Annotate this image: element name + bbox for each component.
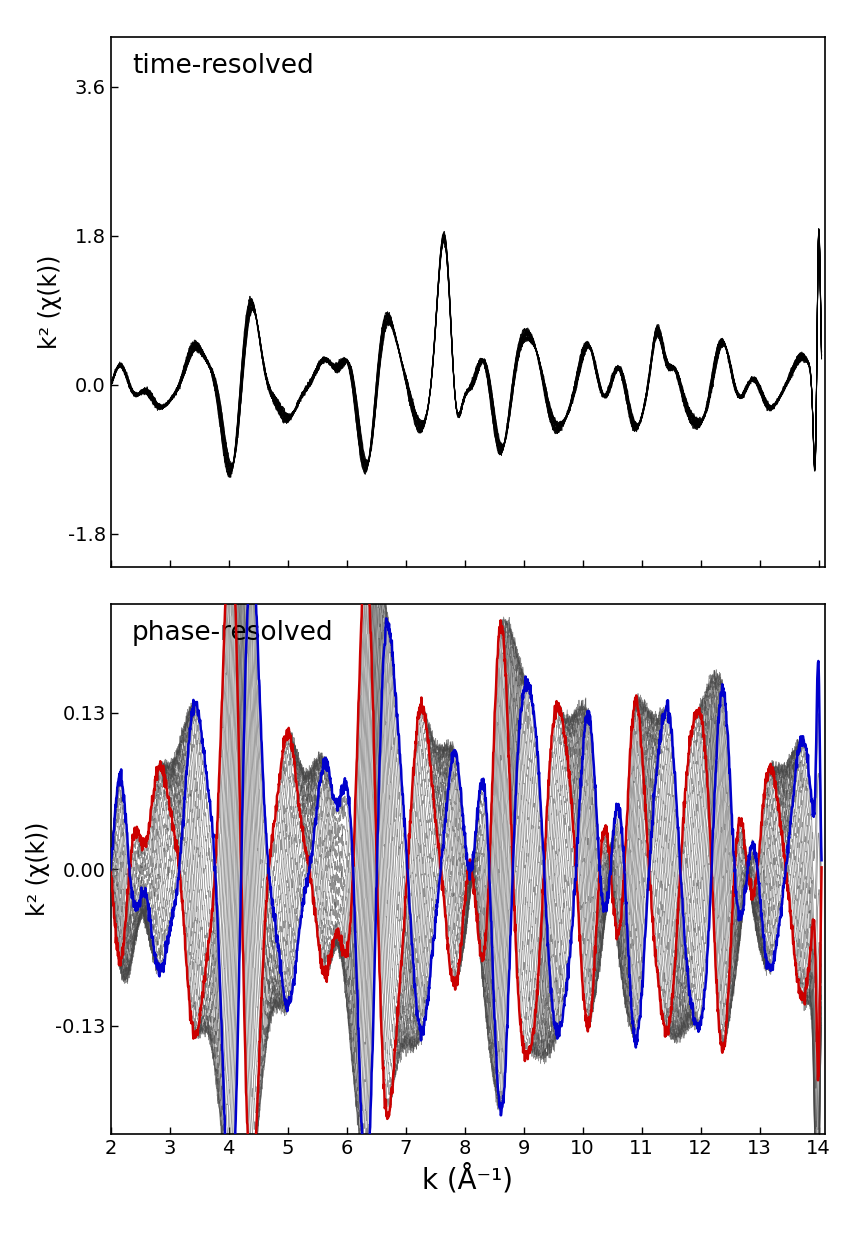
Text: phase-resolved: phase-resolved: [132, 620, 333, 646]
Y-axis label: k² (χ(k)): k² (χ(k)): [26, 822, 49, 916]
Text: time-resolved: time-resolved: [132, 53, 314, 79]
X-axis label: k (Å⁻¹): k (Å⁻¹): [422, 1164, 513, 1195]
Y-axis label: k² (χ(k)): k² (χ(k)): [38, 255, 62, 349]
